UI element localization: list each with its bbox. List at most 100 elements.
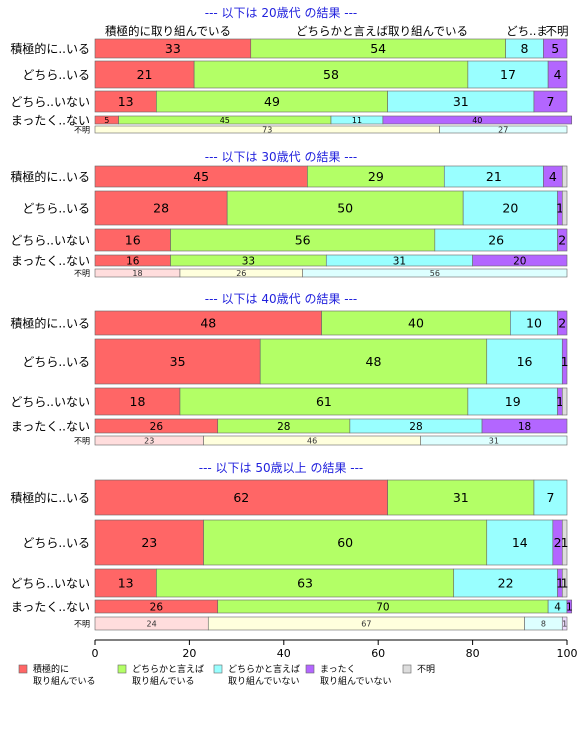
data-label: 18 xyxy=(132,269,142,278)
row-label: まったく..ない xyxy=(11,419,90,433)
data-label: 8 xyxy=(521,41,529,56)
legend-swatch xyxy=(117,664,127,674)
data-label: 40 xyxy=(408,316,424,331)
data-label: 4 xyxy=(554,601,561,613)
bar-segment xyxy=(481,418,568,434)
bar-segment xyxy=(543,38,568,59)
data-label: 31 xyxy=(393,255,406,267)
legend-swatch xyxy=(402,664,412,674)
data-label: 1 xyxy=(562,619,567,628)
bar-segment xyxy=(94,60,195,89)
data-label: 63 xyxy=(297,576,313,591)
data-label: 21 xyxy=(137,67,153,82)
data-label: 7 xyxy=(547,94,555,109)
row-label: まったく..ない xyxy=(11,254,90,268)
bar-segment xyxy=(321,310,511,336)
x-tick-label: 0 xyxy=(92,647,99,660)
column-header: 積極的に取り組んでいる xyxy=(105,24,231,38)
row-label: 積極的に..いる xyxy=(10,490,90,505)
legend-swatch xyxy=(305,664,315,674)
panel-title: --- 以下は 50歳以上 の結果 --- xyxy=(199,461,364,475)
data-label: 54 xyxy=(370,41,386,56)
data-label: 61 xyxy=(316,394,332,409)
data-label: 11 xyxy=(352,116,362,125)
data-label: 13 xyxy=(118,94,134,109)
bar-segment xyxy=(156,568,455,598)
bar-segment xyxy=(382,115,573,125)
bar-segment xyxy=(453,568,558,598)
bar-segment xyxy=(94,479,388,516)
data-label: 45 xyxy=(220,116,230,125)
data-label: 67 xyxy=(361,619,371,628)
bar-segment xyxy=(561,616,568,631)
data-label: 35 xyxy=(170,354,186,369)
bar-segment xyxy=(467,60,549,89)
data-label: 48 xyxy=(200,316,216,331)
data-label: 10 xyxy=(526,316,542,331)
data-label: 2 xyxy=(558,233,566,248)
x-tick-label: 20 xyxy=(182,647,196,660)
data-label: 70 xyxy=(376,601,389,613)
bar-segment xyxy=(566,599,573,614)
data-label: 1 xyxy=(566,601,573,613)
data-label: 33 xyxy=(242,255,255,267)
bar-segment xyxy=(557,228,568,252)
bar-segment xyxy=(203,519,488,566)
bar-segment xyxy=(462,190,558,226)
column-header: どちらかと言えば取り組んでいる xyxy=(296,24,468,38)
data-label: 60 xyxy=(337,535,353,550)
bar-segment xyxy=(420,435,568,446)
bar-segment xyxy=(94,568,157,598)
data-label: 26 xyxy=(150,601,164,613)
bar-segment xyxy=(561,338,568,385)
data-label: 33 xyxy=(165,41,181,56)
data-label: 26 xyxy=(236,269,246,278)
bar-segment xyxy=(533,90,568,113)
data-label: 19 xyxy=(505,394,521,409)
data-label: 23 xyxy=(141,535,157,550)
bar-segment xyxy=(533,479,568,516)
data-label: 2 xyxy=(554,535,562,550)
row-label: どちら..いない xyxy=(10,576,90,590)
legend-label: まったく xyxy=(320,664,356,675)
data-label: 16 xyxy=(126,255,140,267)
bar-segment xyxy=(472,254,568,267)
data-label: 1 xyxy=(561,576,569,591)
data-label: 62 xyxy=(233,490,249,505)
bar-segment xyxy=(561,165,568,188)
row-label: まったく..ない xyxy=(11,600,90,614)
column-header: 不明 xyxy=(546,24,569,38)
x-tick-label: 100 xyxy=(557,647,578,660)
data-label: 4 xyxy=(554,67,562,82)
bar-segment xyxy=(179,387,469,416)
data-label: 56 xyxy=(295,233,311,248)
row-label: どちら..いない xyxy=(10,95,90,109)
x-tick-label: 60 xyxy=(371,647,385,660)
data-label: 48 xyxy=(366,354,382,369)
data-label: 20 xyxy=(502,201,518,216)
data-label: 18 xyxy=(518,421,531,433)
data-label: 26 xyxy=(488,233,504,248)
data-label: 18 xyxy=(130,394,146,409)
row-label: 積極的に..いる xyxy=(10,169,90,184)
row-label: 積極的に..いる xyxy=(10,315,90,330)
panel-title: --- 以下は 40歳代 の結果 --- xyxy=(205,292,358,306)
data-label: 17 xyxy=(500,67,516,82)
data-label: 56 xyxy=(430,269,440,278)
legend-label: 積極的に xyxy=(33,663,69,675)
legend-swatch xyxy=(213,664,223,674)
bar-segment xyxy=(561,387,568,416)
data-label: 14 xyxy=(512,535,528,550)
row-label: どちら..いない xyxy=(10,395,90,409)
data-label: 5 xyxy=(104,116,109,125)
bar-segment xyxy=(547,60,568,89)
data-label: 23 xyxy=(144,436,154,445)
x-tick-label: 40 xyxy=(277,647,291,660)
x-tick-label: 80 xyxy=(466,647,480,660)
column-header: どち..ま xyxy=(506,24,548,38)
data-label: 31 xyxy=(453,490,469,505)
row-label: どちら..いる xyxy=(22,355,90,369)
data-label: 1 xyxy=(556,576,564,591)
data-label: 21 xyxy=(486,169,502,184)
